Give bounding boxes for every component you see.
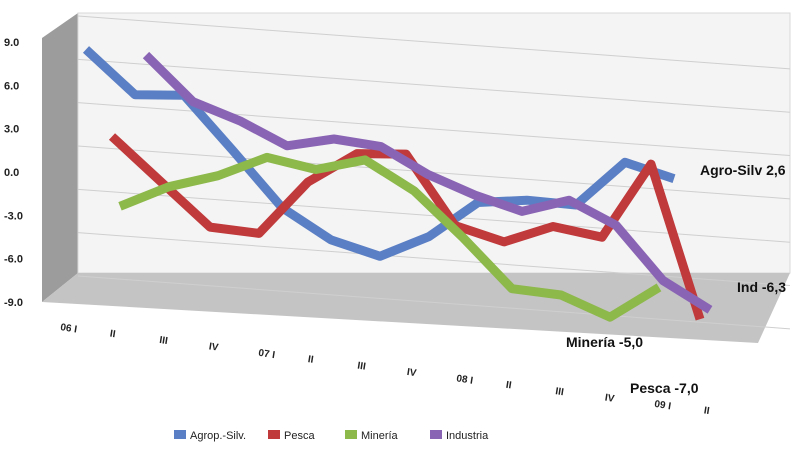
y-axis: 9.0 6.0 3.0 0.0 -3.0 -6.0 -9.0 <box>4 37 23 309</box>
x-tick-label: II <box>505 380 512 392</box>
legend-swatch <box>345 430 357 439</box>
end-label: Ind -6,3 <box>737 279 786 295</box>
series-line-pesca <box>108 133 705 321</box>
end-label: Pesca -7,0 <box>630 380 699 396</box>
legend-swatch <box>268 430 280 439</box>
legend-label: Minería <box>361 430 399 442</box>
y-tick-label: -3.0 <box>4 210 23 222</box>
x-tick-label: 07 I <box>258 348 276 362</box>
left-wall <box>42 13 78 302</box>
end-label: Minería -5,0 <box>566 334 643 350</box>
legend-swatch <box>174 430 186 439</box>
chart-walls <box>42 12 791 343</box>
x-tick-label: 08 I <box>456 373 474 387</box>
series-line-industria <box>142 51 713 314</box>
end-label: Agro-Silv 2,6 <box>700 162 786 178</box>
floor <box>42 273 790 343</box>
y-tick-label: -9.0 <box>4 297 23 309</box>
y-tick-label: 3.0 <box>4 124 19 136</box>
gridline <box>77 275 791 330</box>
y-tick-label: 6.0 <box>4 80 19 92</box>
x-tick-label: III <box>555 386 565 398</box>
x-tick-label: IV <box>406 367 417 379</box>
x-tick-label: III <box>357 360 367 372</box>
x-tick-label: IV <box>208 341 219 353</box>
x-tick-label: II <box>109 328 116 340</box>
y-tick-label: 9.0 <box>4 37 19 49</box>
series-line-miner-a <box>118 152 662 322</box>
gridline <box>77 58 791 113</box>
legend-label: Industria <box>446 430 489 442</box>
legend-label: Pesca <box>284 430 315 442</box>
legend-label: Agrop.-Silv. <box>190 430 246 442</box>
x-tick-label: III <box>159 335 169 347</box>
x-tick-label: II <box>307 354 314 366</box>
x-tick-label: II <box>703 405 710 417</box>
series-lines <box>82 46 713 322</box>
gridline <box>77 232 791 287</box>
legend-swatch <box>430 430 442 439</box>
y-tick-label: 0.0 <box>4 167 19 179</box>
gridline <box>77 15 791 70</box>
y-tick-label: -6.0 <box>4 254 23 266</box>
x-tick-label: 06 I <box>60 322 78 336</box>
end-labels: Agro-Silv 2,6 Ind -6,3 Minería -5,0 Pesca -… <box>566 162 786 396</box>
x-tick-label: IV <box>604 392 615 404</box>
x-tick-label: 09 I <box>654 399 672 413</box>
legend: Agrop.-Silv. Pesca Minería Industria <box>174 430 489 442</box>
